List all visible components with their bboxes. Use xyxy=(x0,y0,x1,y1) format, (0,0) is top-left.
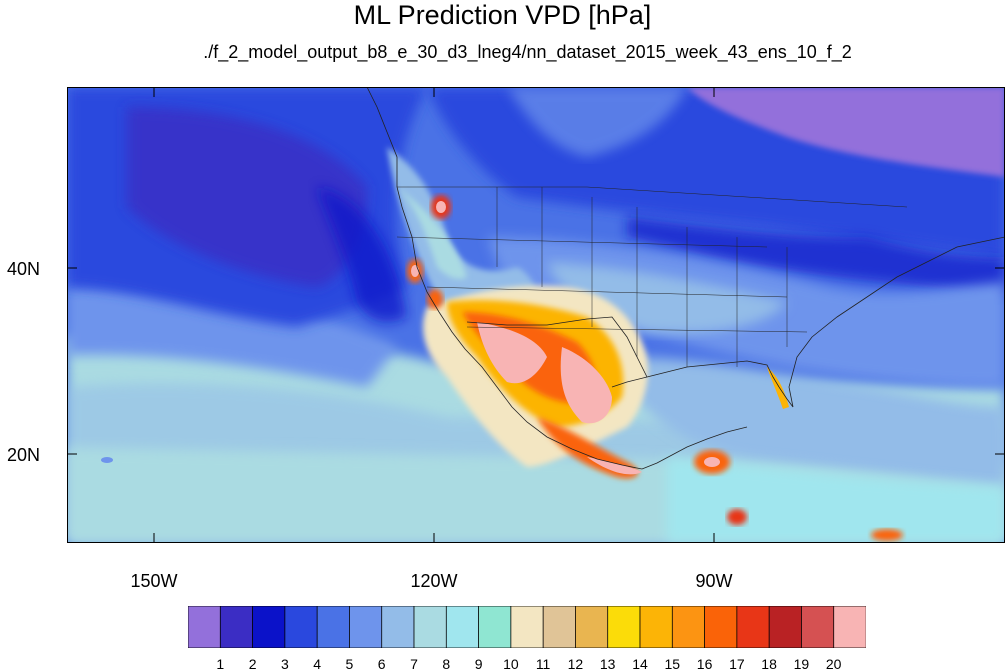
colorbar-tick-label: 20 xyxy=(825,656,842,672)
colorbar-swatch xyxy=(349,605,383,649)
colorbar-tick-label: 15 xyxy=(664,656,681,672)
colorbar-swatch xyxy=(639,605,673,649)
colorbar-tick-label: 7 xyxy=(410,656,418,672)
colorbar-swatch xyxy=(768,605,803,649)
lon-label-120w: 120W xyxy=(410,571,458,591)
colorbar xyxy=(187,605,867,649)
colorbar-tick-label: 19 xyxy=(793,656,810,672)
colorbar-tick-label: 5 xyxy=(345,656,354,672)
colorbar-tick-label: 4 xyxy=(313,656,321,672)
arctic-region xyxy=(687,87,1005,177)
lon-label-150w: 150W xyxy=(130,571,178,591)
colorbar-swatch xyxy=(413,605,447,649)
lat-label-40n: 40N xyxy=(6,259,40,279)
colorbar-tick-label: 9 xyxy=(474,656,483,672)
colorbar-tick-label: 2 xyxy=(248,656,257,672)
colorbar-tick-label: 18 xyxy=(761,656,777,672)
colorbar-tick-label: 17 xyxy=(729,656,745,672)
gulf-caribbean xyxy=(627,357,1005,487)
colorbar-swatch xyxy=(478,605,512,649)
colorbar-swatch xyxy=(704,605,738,649)
chart-title: ML Prediction VPD [hPa] xyxy=(353,0,652,30)
colorbar-tick-label: 16 xyxy=(696,656,713,672)
colorbar-swatch xyxy=(833,605,867,649)
colorbar-tick-label: 1 xyxy=(216,656,225,672)
colorbar-swatch xyxy=(736,605,770,649)
colorbar-swatch xyxy=(607,605,641,649)
colorbar-swatch xyxy=(445,605,480,649)
colorbar-tick-label: 11 xyxy=(535,656,551,672)
colorbar-swatch xyxy=(252,605,286,649)
colorbar-swatch xyxy=(671,605,706,649)
state-borders xyxy=(396,186,908,367)
colorbar-swatch xyxy=(219,605,254,649)
colorbar-swatch xyxy=(542,605,577,649)
colorbar-swatch xyxy=(284,605,318,649)
lat-label-20n: 20N xyxy=(6,445,40,465)
colorbar-tick-label: 8 xyxy=(442,656,451,672)
colorbar-tick-label: 13 xyxy=(599,656,616,672)
colorbar-tick-label: 10 xyxy=(503,656,519,672)
ocean-mid-band xyxy=(67,287,397,387)
colorbar-swatch xyxy=(801,605,835,649)
map-ticks xyxy=(67,87,1005,543)
lon-label-90w: 90W xyxy=(695,571,733,591)
colorbar-tick-label: 3 xyxy=(280,656,289,672)
colorbar-tick-label: 14 xyxy=(632,656,648,672)
mexico-hot-core xyxy=(560,347,612,424)
coastlines xyxy=(366,87,1005,470)
vpd-map xyxy=(67,87,1005,543)
colorbar-swatch xyxy=(575,605,609,649)
colorbar-tick-label: 6 xyxy=(377,656,386,672)
chart-subtitle: ./f_2_model_output_b8_e_30_d3_lneg4/nn_d… xyxy=(203,42,852,62)
colorbar-tick-label: 12 xyxy=(567,656,584,672)
colorbar-swatch xyxy=(316,605,351,649)
colorbar-swatch xyxy=(381,605,415,649)
colorbar-swatch xyxy=(510,605,544,649)
colorbar-swatch xyxy=(187,605,221,649)
